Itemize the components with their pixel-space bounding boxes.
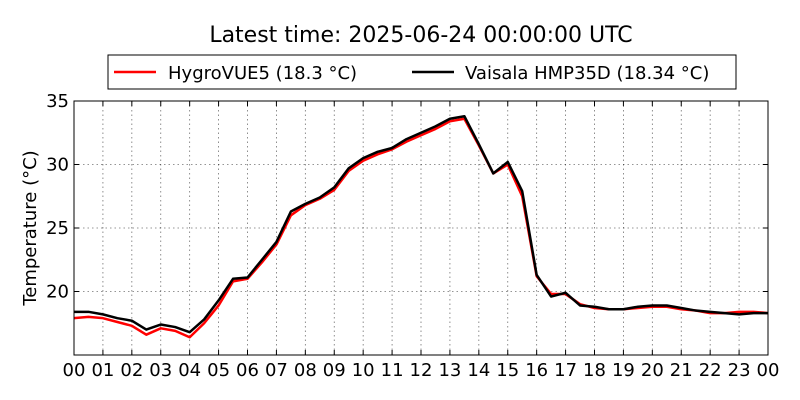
chart-title: Latest time: 2025-06-24 00:00:00 UTC xyxy=(209,23,632,48)
x-tick-label: 05 xyxy=(207,360,230,381)
x-tick-label: 17 xyxy=(554,360,577,381)
y-axis-label: Temperature (°C) xyxy=(20,150,41,306)
x-tick-label: 00 xyxy=(63,360,86,381)
x-tick-label: 07 xyxy=(265,360,288,381)
x-tick-label: 06 xyxy=(236,360,259,381)
x-tick-label: 13 xyxy=(438,360,461,381)
y-tick-label: 35 xyxy=(46,91,69,112)
series-line-hygrovue5 xyxy=(73,117,769,339)
series-lines xyxy=(73,114,769,339)
x-tick-label: 03 xyxy=(149,360,172,381)
x-tick-label: 22 xyxy=(699,360,722,381)
y-tick-label: 20 xyxy=(46,282,69,303)
x-tick-label: 10 xyxy=(352,360,375,381)
x-tick-label: 02 xyxy=(120,360,143,381)
x-tick-label: 12 xyxy=(410,360,433,381)
x-tick-label: 01 xyxy=(91,360,114,381)
grid xyxy=(74,101,768,355)
x-tick-label: 04 xyxy=(178,360,201,381)
x-tick-label: 09 xyxy=(323,360,346,381)
x-tick-label: 15 xyxy=(496,360,519,381)
x-tick-label: 19 xyxy=(612,360,635,381)
y-tick-label: 30 xyxy=(46,155,69,176)
legend: HygroVUE5 (18.3 °C) Vaisala HMP35D (18.3… xyxy=(107,54,737,90)
x-tick-label: 20 xyxy=(641,360,664,381)
x-tick-label: 21 xyxy=(670,360,693,381)
x-tick-label: 08 xyxy=(294,360,317,381)
axis-ticks: 00 01 02 03 04 05 06 07 08 09 10 11 12 13 14 15 16 17 18 19… xyxy=(46,91,779,381)
x-tick-label: 11 xyxy=(381,360,404,381)
x-tick-label: 23 xyxy=(728,360,751,381)
x-tick-label: 14 xyxy=(467,360,490,381)
x-tick-label: 16 xyxy=(525,360,548,381)
series-line-vaisala xyxy=(74,114,768,334)
legend-label-vaisala: Vaisala HMP35D (18.34 °C) xyxy=(465,63,709,84)
y-tick-label: 25 xyxy=(46,218,69,239)
x-tick-label: 18 xyxy=(583,360,606,381)
x-tick-label: 00 xyxy=(757,360,780,381)
legend-label-hygrovue5: HygroVUE5 (18.3 °C) xyxy=(168,63,357,84)
